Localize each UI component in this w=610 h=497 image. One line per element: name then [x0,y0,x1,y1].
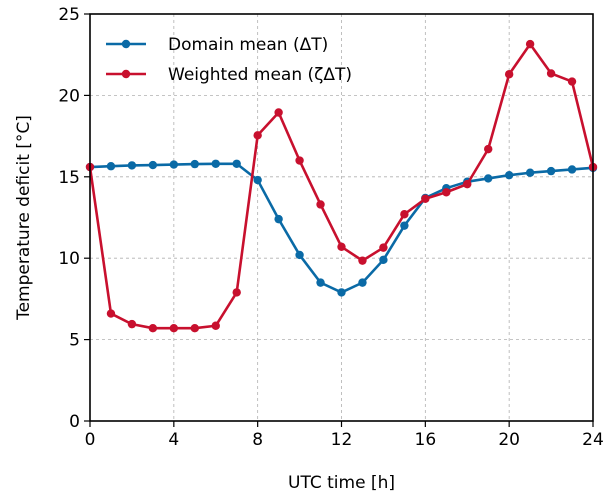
data-point [421,194,430,203]
data-point [400,210,409,219]
legend-label: Weighted mean (ζΔT) [168,65,352,85]
data-point [358,256,367,265]
data-point [169,324,179,333]
y-tick-label: 25 [58,5,80,25]
x-tick-label: 4 [168,430,179,450]
legend-marker [121,39,131,49]
data-point [525,168,535,177]
data-point [358,278,367,287]
y-tick-label: 5 [69,331,80,351]
data-point [127,161,137,170]
data-point [484,144,493,154]
x-tick-label: 20 [498,430,520,450]
x-tick-label: 12 [331,430,353,450]
data-point [504,70,514,79]
data-point [295,250,304,260]
data-point [169,160,179,169]
data-point [546,69,556,78]
x-tick-label: 24 [582,430,604,450]
data-point [253,175,262,185]
data-point [232,288,241,297]
y-tick-label: 10 [58,249,80,269]
data-point [567,165,577,174]
data-point [190,159,199,169]
data-point [484,174,493,183]
legend-marker [121,69,131,79]
data-point [211,321,220,330]
x-tick-label: 0 [85,430,96,450]
data-point [127,319,137,329]
data-point [379,243,388,252]
data-point [379,255,388,265]
y-axis-label: Temperature deficit [°C] [14,115,34,321]
data-point [211,159,220,168]
data-point [316,278,325,287]
series-1 [85,159,598,297]
data-point [106,162,116,171]
data-point [232,159,241,168]
data-point [504,170,514,180]
x-axis-label: UTC time [h] [288,473,395,493]
data-point [316,200,325,209]
data-point [190,324,199,333]
data-point [274,214,283,224]
legend-item: Weighted mean (ζΔT) [106,65,352,85]
x-tick-label: 8 [252,430,263,450]
series-group [85,39,598,333]
x-tick-label: 16 [415,430,437,450]
legend-item: Domain mean (ΔT) [106,35,328,55]
data-point [546,166,556,176]
data-point [337,288,346,297]
y-tick-label: 0 [69,412,80,432]
y-tick-label: 15 [58,168,80,188]
data-point [337,242,346,252]
data-point [463,179,472,189]
series-2 [85,39,598,333]
data-point [295,156,304,165]
y-tick-label: 20 [58,86,80,106]
data-point [148,324,158,333]
data-point [567,77,577,86]
data-point [442,188,451,197]
legend: Domain mean (ΔT) Weighted mean (ζΔT) [106,35,352,85]
data-point [106,309,116,318]
axis-ticks: 0 4 8 12 16 20 24 0 5 10 15 20 25 [58,5,603,450]
legend-label: Domain mean (ΔT) [168,35,328,55]
data-point [253,131,262,140]
data-point [274,108,283,117]
data-point [525,39,535,49]
data-point [400,221,409,230]
data-point [148,160,158,170]
